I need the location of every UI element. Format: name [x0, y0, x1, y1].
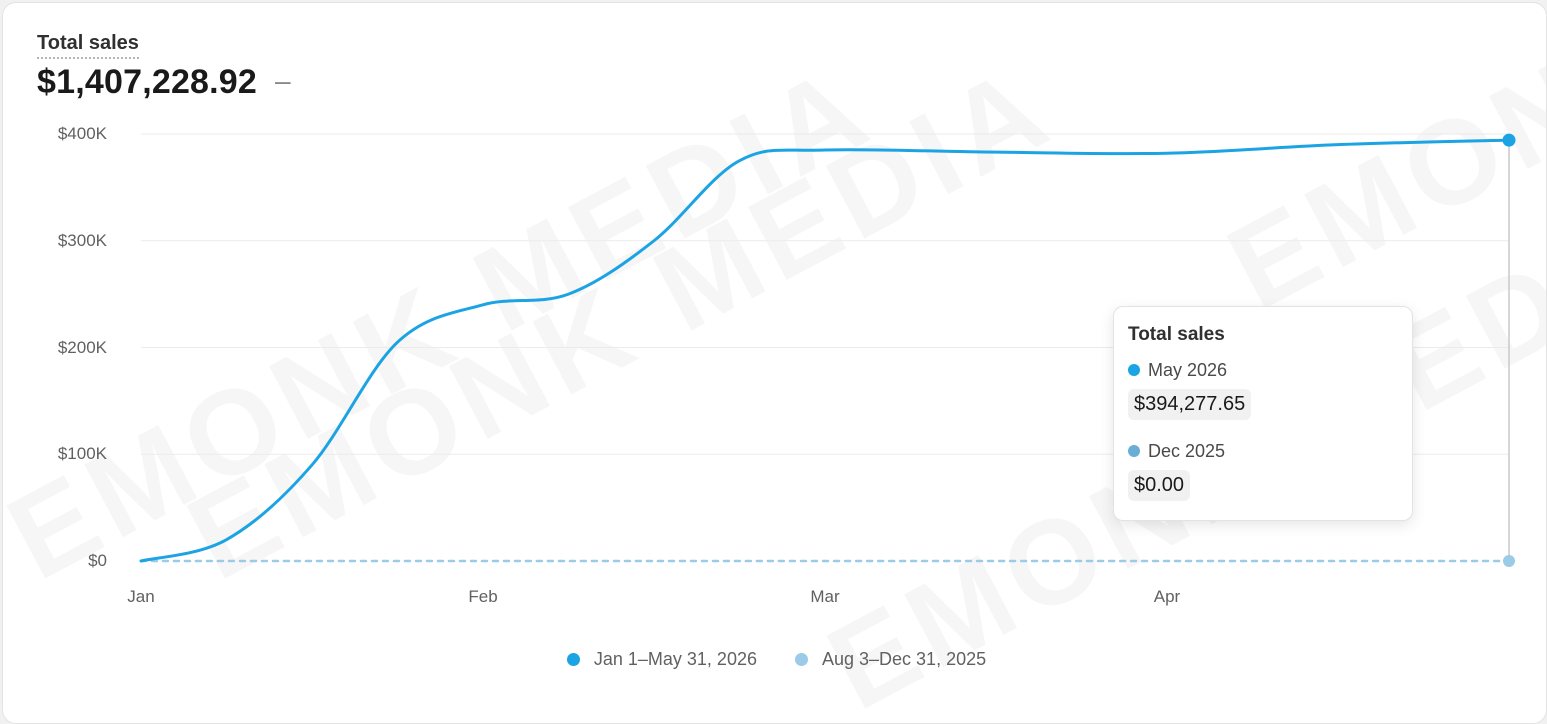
legend-dot-icon	[566, 653, 580, 666]
tooltip-row-comparison: Dec 2025	[1128, 440, 1398, 462]
tooltip-row-label: May 2026	[1148, 360, 1228, 380]
tooltip-title: Total sales	[1128, 324, 1225, 345]
metric-change-indicator: –	[275, 65, 291, 96]
legend-label: Jan 1–May 31, 2026	[593, 649, 757, 669]
legend-dot-icon	[794, 653, 808, 666]
y-tick-label: $200K	[57, 337, 107, 357]
x-tick-label: Apr	[1153, 587, 1181, 606]
y-tick-label: $0	[88, 551, 107, 570]
x-tick-label: Feb	[468, 587, 498, 606]
comparison-series-point[interactable]	[1503, 555, 1515, 567]
y-tick-label: $100K	[57, 444, 107, 464]
series-line-current	[139, 138, 1511, 563]
legend-label: Aug 3–Dec 31, 2025	[821, 649, 987, 669]
series-comparison-dot-icon	[1128, 445, 1140, 457]
tooltip-row-value: $394,277.65	[1128, 389, 1252, 420]
metric-title[interactable]: Total sales	[37, 31, 139, 59]
chart-legend: Jan 1–May 31, 2026 Aug 3–Dec 31, 2025	[3, 649, 1546, 670]
current-series-point[interactable]	[1502, 133, 1516, 147]
tooltip-row-value: $0.00	[1128, 470, 1191, 501]
metric-value: $1,407,228.92	[37, 63, 258, 101]
y-tick-label: $300K	[57, 230, 107, 250]
tooltip-row-label: Dec 2025	[1148, 441, 1226, 461]
series-current-dot-icon	[1128, 364, 1140, 376]
line-chart[interactable]	[3, 3, 1547, 643]
chart-tooltip: Total sales May 2026 $394,277.65 Dec 202…	[1113, 306, 1413, 521]
tooltip-row-current: May 2026	[1128, 359, 1398, 381]
x-tick-label: Jan	[127, 587, 155, 606]
legend-item-comparison[interactable]: Aug 3–Dec 31, 2025	[794, 649, 987, 670]
legend-item-current[interactable]: Jan 1–May 31, 2026	[566, 649, 757, 670]
y-tick-label: $400K	[57, 124, 107, 143]
x-tick-label: Mar	[810, 587, 840, 606]
